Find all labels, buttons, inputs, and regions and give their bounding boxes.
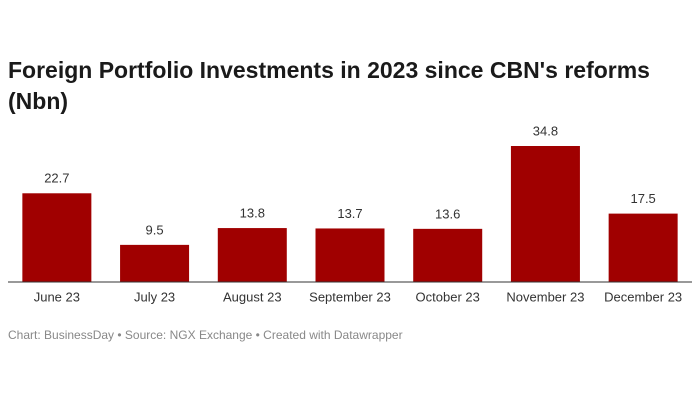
x-tick-label: July 23: [134, 289, 175, 304]
data-label: 9.5: [146, 222, 164, 237]
data-label: 13.6: [435, 206, 460, 221]
bar: [608, 213, 678, 282]
bar: [510, 146, 580, 282]
x-tick-label: October 23: [416, 289, 480, 304]
bar: [22, 193, 92, 282]
data-label: 13.8: [240, 206, 265, 221]
chart-title: Foreign Portfolio Investments in 2023 si…: [8, 57, 650, 114]
bar: [413, 228, 483, 282]
x-tick-label: September 23: [309, 289, 391, 304]
x-tick-label: November 23: [506, 289, 584, 304]
x-tick-label: August 23: [223, 289, 282, 304]
x-tick-label: June 23: [34, 289, 80, 304]
bar: [315, 228, 385, 282]
x-tick-label: December 23: [604, 289, 682, 304]
bar: [217, 228, 287, 282]
data-label: 22.7: [44, 171, 69, 186]
bar: [120, 244, 190, 282]
source-note: Chart: BusinessDay • Source: NGX Exchang…: [8, 328, 403, 342]
data-label: 34.8: [533, 123, 558, 138]
data-label: 13.7: [337, 206, 362, 221]
data-label: 17.5: [630, 191, 655, 206]
